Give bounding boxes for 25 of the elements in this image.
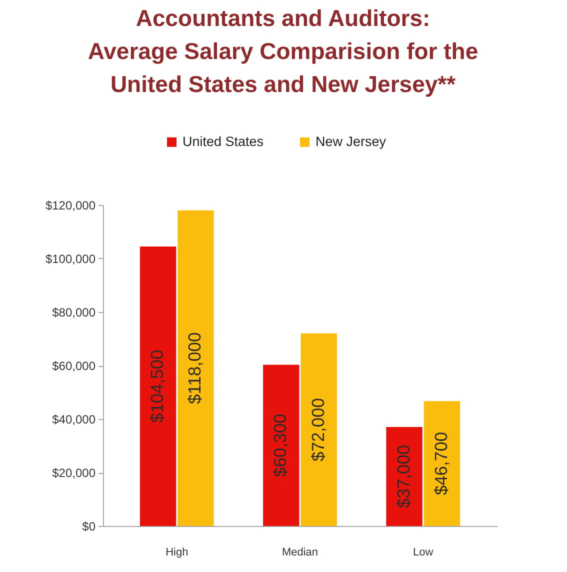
y-tick-label: $20,000: [52, 466, 96, 480]
bar: [140, 246, 176, 526]
y-tick-label: $120,000: [45, 198, 96, 212]
data-label: $118,000: [184, 332, 205, 404]
bar: [300, 333, 337, 526]
x-tick-label: Median: [282, 546, 318, 558]
y-tick-label: $0: [82, 520, 96, 534]
x-tick-label: High: [166, 546, 188, 558]
y-tick-label: $80,000: [52, 306, 96, 320]
data-label: $46,700: [430, 432, 451, 496]
x-tick-label: Low: [413, 546, 434, 558]
bar: [263, 364, 300, 526]
data-label: $37,000: [393, 444, 414, 508]
bar: [386, 427, 422, 526]
y-tick-label: $100,000: [45, 252, 96, 266]
y-tick-label: $60,000: [52, 359, 96, 373]
legend-label: New Jersey: [316, 134, 386, 150]
data-label: $104,500: [147, 349, 168, 423]
bar: [424, 401, 460, 526]
bar: [178, 210, 214, 526]
data-label: $60,300: [270, 413, 290, 477]
y-tick-label: $40,000: [52, 412, 96, 426]
data-label: $72,000: [308, 398, 328, 462]
legend-label: United States: [182, 134, 264, 150]
chart-title: Accountants and Auditors: Average Salary Comparision for the United States and New Jersey**: [88, 5, 478, 97]
